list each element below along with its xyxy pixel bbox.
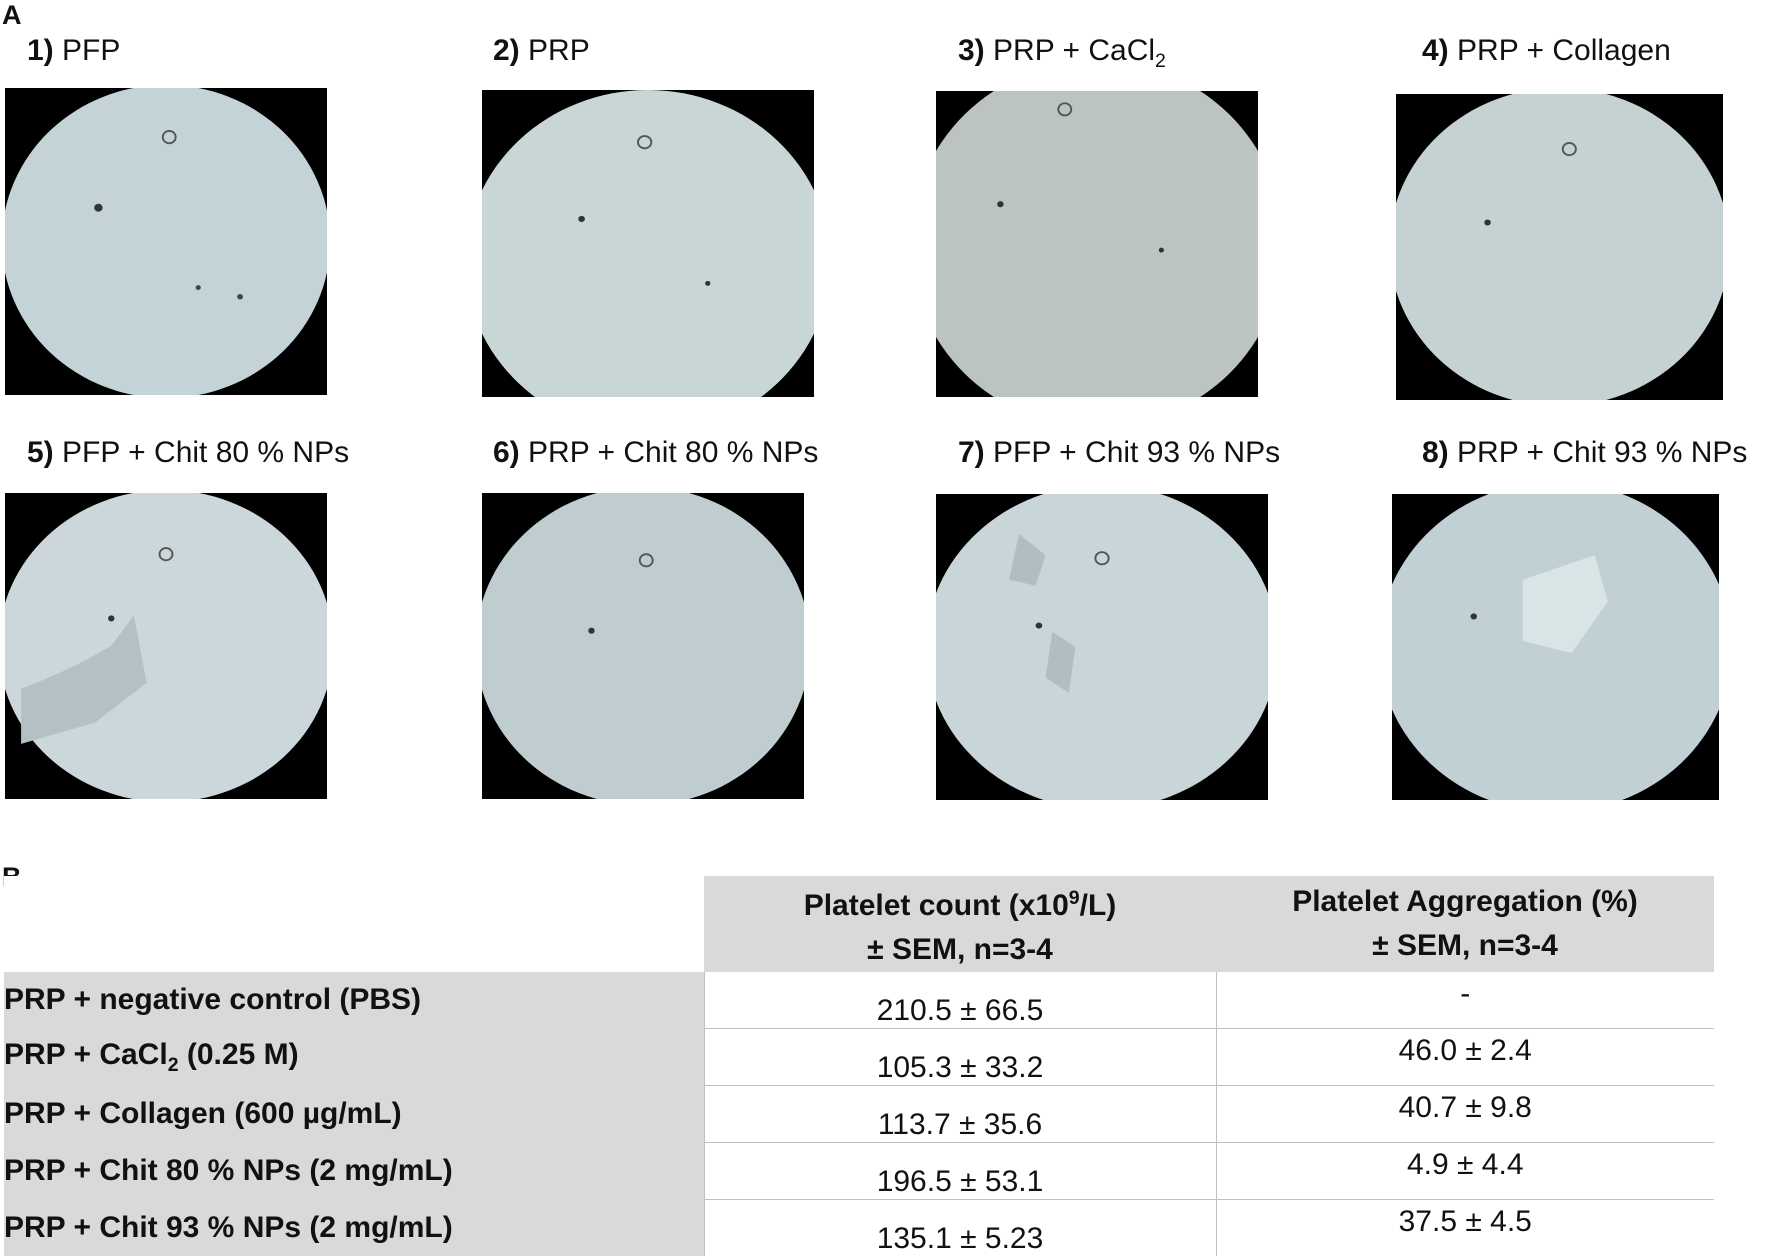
header-platelet-count: Platelet count (x109/L) ± SEM, n=3-4: [704, 876, 1216, 972]
platelet-count-cell: 113.7 ± 35.6: [704, 1086, 1216, 1143]
caption-6: 6) PRP + Chit 80 % NPs: [493, 436, 818, 470]
table-header-blank: [4, 876, 704, 972]
caption-7: 7) PFP + Chit 93 % NPs: [958, 436, 1280, 470]
micrograph-7-pfp-chit93: [936, 494, 1268, 800]
aggregation-cell: 40.7 ± 9.8: [1216, 1086, 1714, 1143]
caption-1: 1) PFP: [27, 34, 120, 68]
platelet-count-cell: 196.5 ± 53.1: [704, 1143, 1216, 1200]
table-row: PRP + Collagen (600 µg/mL) 113.7 ± 35.6 …: [4, 1086, 1714, 1143]
caption-3: 3) PRP + CaCl2: [958, 34, 1166, 73]
micrograph-1-pfp: [5, 88, 327, 395]
caption-2: 2) PRP: [493, 34, 590, 68]
micrograph-6-prp-chit80: [482, 493, 804, 799]
row-label: PRP + Chit 80 % NPs (2 mg/mL): [4, 1143, 704, 1200]
caption-5: 5) PFP + Chit 80 % NPs: [27, 436, 349, 470]
row-label: PRP + CaCl2 (0.25 M): [4, 1029, 704, 1086]
table-row: PRP + negative control (PBS) 210.5 ± 66.…: [4, 972, 1714, 1029]
table-header-row: Platelet count (x109/L) ± SEM, n=3-4 Pla…: [4, 876, 1714, 972]
aggregation-cell: 46.0 ± 2.4: [1216, 1029, 1714, 1086]
micrograph-4-prp-collagen: [1396, 94, 1723, 400]
header-platelet-aggregation: Platelet Aggregation (%) ± SEM, n=3-4: [1216, 876, 1714, 972]
micrograph-3-prp-cacl2: [936, 91, 1258, 397]
micrograph-5-pfp-chit80: [5, 493, 327, 799]
platelet-count-cell: 210.5 ± 66.5: [704, 972, 1216, 1029]
aggregation-cell: -: [1216, 972, 1714, 1029]
aggregation-cell: 4.9 ± 4.4: [1216, 1143, 1714, 1200]
micrograph-2-prp: [482, 90, 814, 397]
table-row: PRP + CaCl2 (0.25 M) 105.3 ± 33.2 46.0 ±…: [4, 1029, 1714, 1086]
row-label: PRP + Collagen (600 µg/mL): [4, 1086, 704, 1143]
panel-a-label: A: [2, 0, 22, 31]
platelet-results-table: Platelet count (x109/L) ± SEM, n=3-4 Pla…: [4, 876, 1714, 1256]
caption-8: 8) PRP + Chit 93 % NPs: [1422, 436, 1747, 470]
platelet-count-cell: 105.3 ± 33.2: [704, 1029, 1216, 1086]
caption-4: 4) PRP + Collagen: [1422, 34, 1671, 68]
row-label: PRP + negative control (PBS): [4, 972, 704, 1029]
table-row: PRP + Chit 80 % NPs (2 mg/mL) 196.5 ± 53…: [4, 1143, 1714, 1200]
micrograph-8-prp-chit93: [1392, 494, 1719, 800]
